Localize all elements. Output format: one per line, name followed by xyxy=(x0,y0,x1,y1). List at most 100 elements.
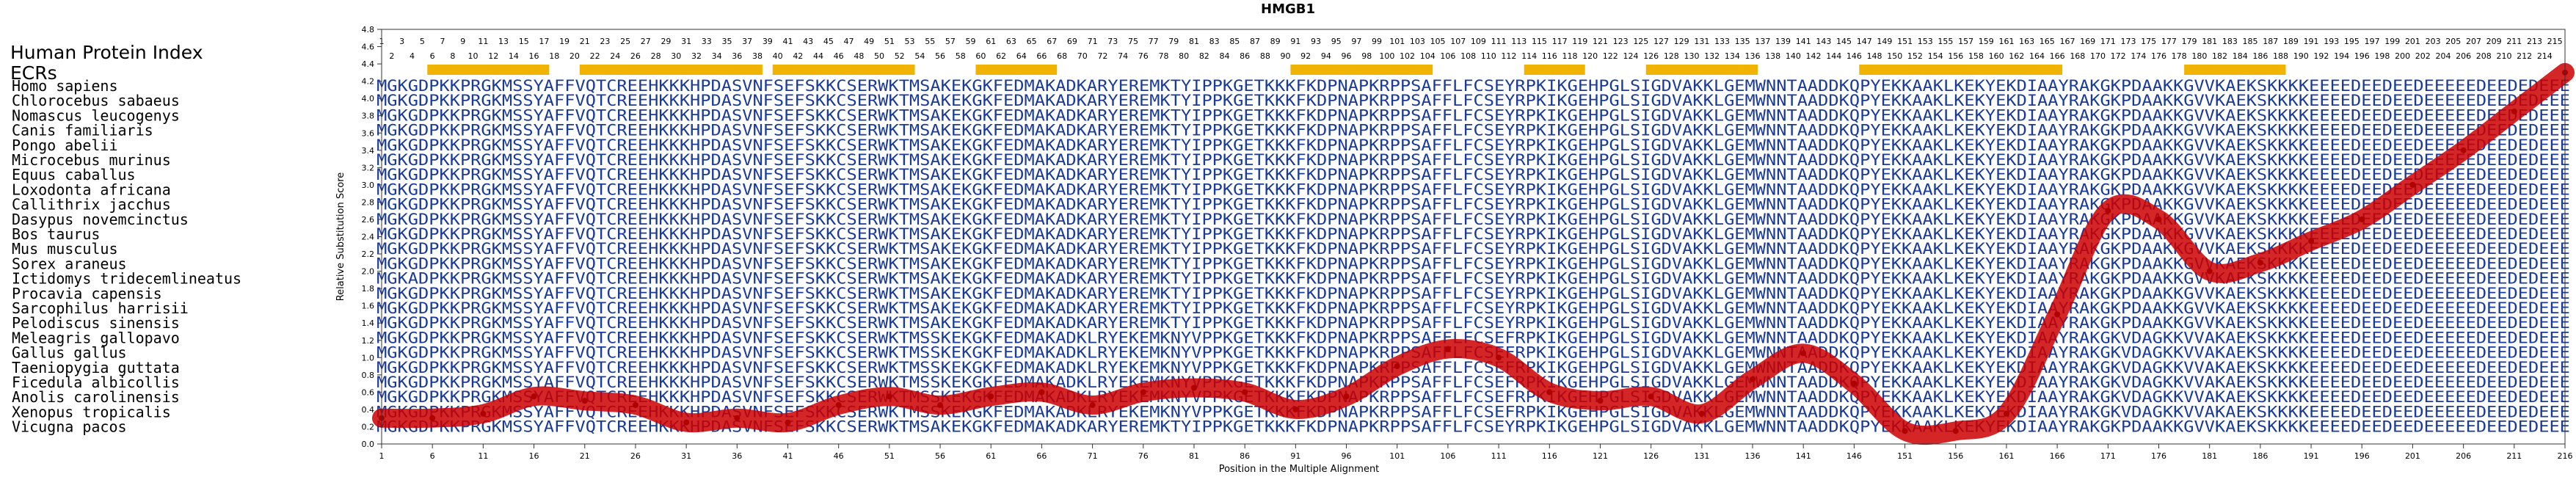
protein-index-number: 30 xyxy=(671,51,681,61)
species-name: Canis familiaris xyxy=(12,122,153,139)
protein-index-number: 80 xyxy=(1179,51,1189,61)
protein-index-number: 136 xyxy=(1745,51,1761,61)
sequence-rows: MGKGDPKKPRGKMSSYAFFVQTCREEHKKKHPDASVNFSE… xyxy=(376,77,2570,436)
x-tick-label: 76 xyxy=(1138,451,1149,461)
protein-index-number: 86 xyxy=(1240,51,1250,61)
protein-index-number: 195 xyxy=(2344,37,2359,46)
x-tick-label: 131 xyxy=(1694,451,1709,461)
species-name: Nomascus leucogenys xyxy=(12,106,180,124)
series-point xyxy=(1902,428,1908,434)
protein-index-number: 183 xyxy=(2222,37,2238,46)
protein-index-number: 152 xyxy=(1907,51,1923,61)
x-tick-label: 111 xyxy=(1491,451,1507,461)
protein-index-number: 96 xyxy=(1342,51,1352,61)
protein-index-number: 137 xyxy=(1755,37,1770,46)
protein-index-number: 194 xyxy=(2334,51,2349,61)
protein-index-number: 40 xyxy=(773,51,783,61)
protein-index-number: 79 xyxy=(1168,37,1179,46)
protein-index-number: 215 xyxy=(2547,37,2563,46)
protein-index-number: 146 xyxy=(1847,51,1862,61)
protein-index-number: 116 xyxy=(1542,51,1557,61)
protein-index-number: 11 xyxy=(478,37,488,46)
protein-index-number: 209 xyxy=(2486,37,2502,46)
protein-index-number: 34 xyxy=(712,51,722,61)
protein-index-number: 193 xyxy=(2324,37,2339,46)
protein-index-number: 212 xyxy=(2517,51,2532,61)
protein-index-number: 167 xyxy=(2059,37,2075,46)
y-tick-label: 2.4 xyxy=(362,233,375,242)
x-tick-label: 106 xyxy=(1440,451,1455,461)
protein-index-number: 53 xyxy=(905,37,915,46)
protein-index-number: 84 xyxy=(1219,51,1229,61)
protein-index-number: 68 xyxy=(1057,51,1067,61)
y-tick-label: 0.0 xyxy=(362,440,375,449)
species-name: Homo sapiens xyxy=(12,77,118,95)
protein-index-number: 132 xyxy=(1704,51,1720,61)
species-name: Pongo abelii xyxy=(12,136,118,154)
protein-index-number: 175 xyxy=(2141,37,2156,46)
series-point xyxy=(480,410,487,417)
species-name: Anolis carolinensis xyxy=(12,388,180,406)
y-tick-label: 4.6 xyxy=(362,43,375,52)
series-point xyxy=(581,398,588,404)
protein-index-number: 138 xyxy=(1765,51,1780,61)
protein-index-number: 67 xyxy=(1047,37,1057,46)
y-tick-label: 3.6 xyxy=(362,128,375,138)
protein-index-number: 178 xyxy=(2172,51,2187,61)
y-tick-label: 0.2 xyxy=(362,422,375,432)
ecr-bar xyxy=(2184,65,2286,75)
protein-index-number: 64 xyxy=(1016,51,1027,61)
protein-index-number: 204 xyxy=(2435,51,2451,61)
protein-index-number: 10 xyxy=(468,51,479,61)
species-name: Pelodiscus sinensis xyxy=(12,314,180,332)
protein-index-number: 16 xyxy=(529,51,539,61)
species-name: Ficedula albicollis xyxy=(12,374,180,391)
protein-index-number: 63 xyxy=(1006,37,1016,46)
protein-index-number: 117 xyxy=(1552,37,1568,46)
protein-index-number: 121 xyxy=(1593,37,1608,46)
protein-index-number: 112 xyxy=(1501,51,1516,61)
x-tick-label: 116 xyxy=(1542,451,1557,461)
protein-index-number: 26 xyxy=(630,51,641,61)
protein-index-number: 78 xyxy=(1158,51,1168,61)
species-name: Xenopus tropicalis xyxy=(12,403,171,420)
protein-index-number: 119 xyxy=(1572,37,1587,46)
protein-index-number: 38 xyxy=(752,51,763,61)
x-tick-label: 61 xyxy=(986,451,996,461)
y-tick-label: 1.6 xyxy=(362,302,375,311)
protein-index-number: 9 xyxy=(460,37,465,46)
protein-index-number: 135 xyxy=(1735,37,1750,46)
protein-index-number: 60 xyxy=(975,51,986,61)
protein-index-number: 130 xyxy=(1684,51,1700,61)
series-point xyxy=(2155,216,2162,222)
series-point xyxy=(1190,385,1197,391)
protein-index-number: 208 xyxy=(2476,51,2492,61)
protein-index-number: 203 xyxy=(2426,37,2441,46)
x-tick-label: 206 xyxy=(2456,451,2471,461)
protein-index-number: 177 xyxy=(2161,37,2177,46)
x-tick-label: 96 xyxy=(1342,451,1352,461)
x-tick-label: 181 xyxy=(2202,451,2217,461)
sequence-row: MGKGDPKKPRGKMSSYAFFVQTCREEHKKKHPDASVNFSE… xyxy=(376,181,2570,198)
human-protein-index-label: Human Protein Index xyxy=(10,42,203,63)
protein-index-number: 176 xyxy=(2151,51,2166,61)
protein-index-number: 143 xyxy=(1816,37,1831,46)
series-point xyxy=(937,402,944,409)
protein-index-number: 75 xyxy=(1128,37,1138,46)
x-tick-label: 141 xyxy=(1796,451,1811,461)
y-tick-label: 3.4 xyxy=(362,146,375,156)
protein-index-number: 29 xyxy=(661,37,671,46)
protein-index-number: 172 xyxy=(2111,51,2126,61)
species-name: Gallus gallus xyxy=(12,344,127,362)
sequence-row: MGKGDPKKPRGKMSSYAFFVQTCREEHKKKHPDASVNFSE… xyxy=(376,299,2570,317)
protein-index-number: 6 xyxy=(430,51,435,61)
protein-index-number: 202 xyxy=(2415,51,2431,61)
protein-index-number: 17 xyxy=(539,37,549,46)
y-axis: Relative Substitution Score 0.0 0.2 0.4 0.6… xyxy=(335,25,382,449)
protein-index-number: 66 xyxy=(1036,51,1047,61)
x-tick-label: 86 xyxy=(1240,451,1250,461)
sequence-row: MGKGDPKKPRGKMSSYAFFVQTCREEHKKKHPDASVNFSE… xyxy=(376,388,2570,406)
protein-index-number: 103 xyxy=(1410,37,1425,46)
x-tick-label: 66 xyxy=(1036,451,1047,461)
protein-index-number: 181 xyxy=(2202,37,2217,46)
